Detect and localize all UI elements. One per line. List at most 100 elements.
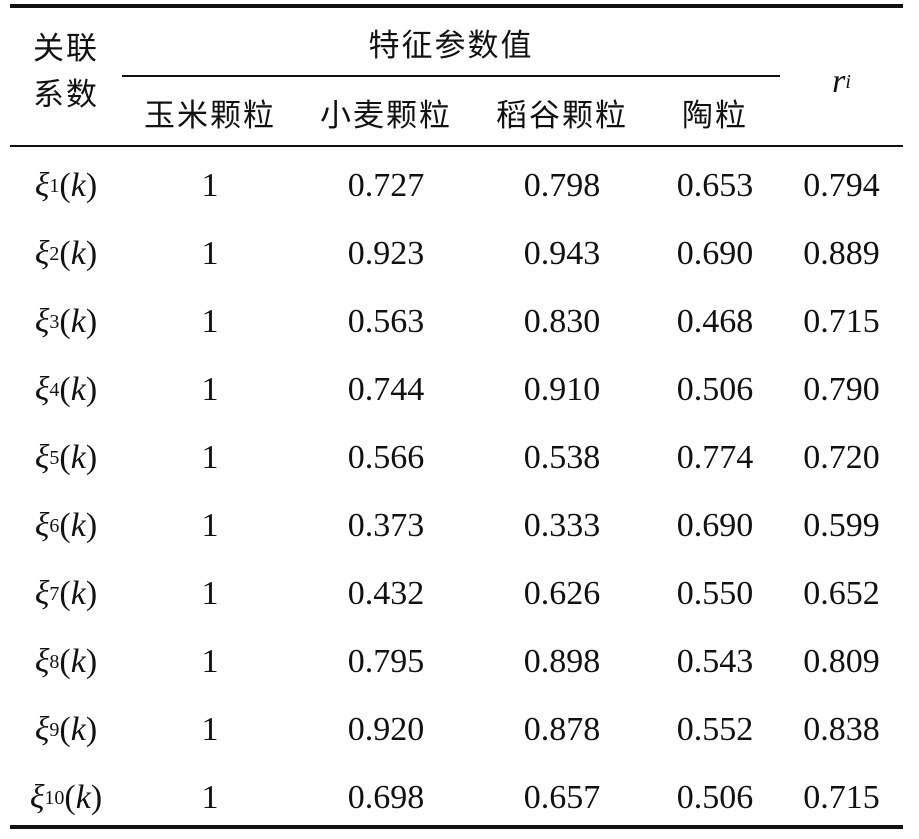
wheat-value: 0.920: [347, 711, 425, 748]
xi-symbol: ξ: [34, 507, 50, 544]
corn-value: 1: [201, 439, 219, 476]
ri-value: 0.599: [803, 507, 880, 544]
rice-value: 0.878: [523, 711, 601, 748]
xi-argument: k: [70, 303, 86, 340]
wheat-value: 0.373: [347, 507, 425, 544]
ri-value: 0.809: [803, 643, 880, 680]
xi-argument: k: [70, 235, 86, 272]
corn-value: 1: [201, 235, 219, 272]
wheat-value: 0.744: [347, 371, 425, 408]
row-label: ξ 2(k): [34, 235, 98, 272]
ceramsite-value: 0.690: [676, 235, 754, 272]
corn-value: 1: [201, 575, 219, 612]
group-underline: [122, 75, 780, 77]
ceramsite-value: 0.552: [676, 711, 754, 748]
rice-value: 0.626: [523, 575, 601, 612]
xi-subscript: 7: [49, 582, 60, 605]
corn-value: 1: [201, 371, 219, 408]
wheat-value: 0.563: [347, 303, 425, 340]
xi-subscript: 4: [49, 378, 60, 401]
row-label: ξ 8(k): [34, 643, 98, 680]
xi-subscript: 5: [49, 446, 60, 469]
ri-value: 0.720: [803, 439, 880, 476]
corn-value: 1: [201, 167, 219, 204]
rice-value: 0.898: [523, 643, 601, 680]
col-header-wheat: 小麦颗粒: [320, 97, 452, 134]
xi-subscript: 9: [49, 718, 60, 741]
xi-symbol: ξ: [29, 779, 45, 816]
rice-value: 0.943: [523, 235, 601, 272]
ceramsite-value: 0.653: [676, 167, 754, 204]
xi-subscript: 3: [49, 310, 60, 333]
ceramsite-value: 0.550: [676, 575, 754, 612]
ceramsite-value: 0.506: [676, 371, 754, 408]
group-title: 特征参数值: [368, 27, 534, 64]
ceramsite-value: 0.543: [676, 643, 754, 680]
xi-symbol: ξ: [34, 235, 50, 272]
xi-symbol: ξ: [34, 303, 50, 340]
ceramsite-value: 0.690: [676, 507, 754, 544]
corn-value: 1: [201, 779, 219, 816]
ceramsite-value: 0.774: [676, 439, 754, 476]
row-label-header: 关联 系数: [10, 22, 122, 122]
xi-argument: k: [75, 779, 91, 816]
rice-value: 0.333: [523, 507, 601, 544]
ri-value: 0.790: [803, 371, 880, 408]
corn-value: 1: [201, 711, 219, 748]
xi-argument: k: [70, 711, 86, 748]
ri-value: 0.652: [803, 575, 880, 612]
corn-value: 1: [201, 303, 219, 340]
wheat-value: 0.698: [347, 779, 425, 816]
xi-argument: k: [70, 439, 86, 476]
xi-argument: k: [70, 643, 86, 680]
xi-argument: k: [70, 575, 86, 612]
xi-subscript: 1: [49, 174, 60, 197]
xi-symbol: ξ: [34, 439, 50, 476]
row-label: ξ 4(k): [34, 371, 98, 408]
rice-value: 0.798: [523, 167, 601, 204]
rice-value: 0.830: [523, 303, 601, 340]
rice-value: 0.657: [523, 779, 601, 816]
ri-value: 0.715: [803, 303, 880, 340]
row-label: ξ 9(k): [34, 711, 98, 748]
top-rule: [10, 4, 903, 8]
row-label: ξ 6(k): [34, 507, 98, 544]
col-header-ceramsite: 陶粒: [682, 97, 748, 134]
wheat-value: 0.727: [347, 167, 425, 204]
wheat-value: 0.923: [347, 235, 425, 272]
xi-subscript: 10: [44, 786, 65, 809]
row-label-line2: 系数: [33, 77, 99, 113]
row-label: ξ 10(k): [29, 779, 103, 816]
ceramsite-value: 0.506: [676, 779, 754, 816]
xi-symbol: ξ: [34, 167, 50, 204]
rice-value: 0.538: [523, 439, 601, 476]
corn-value: 1: [201, 643, 219, 680]
ri-symbol: r: [832, 63, 846, 100]
col-header-corn: 玉米颗粒: [144, 97, 276, 134]
xi-subscript: 2: [49, 242, 60, 265]
row-label: ξ 7(k): [34, 575, 98, 612]
ri-value: 0.794: [803, 167, 880, 204]
xi-subscript: 8: [49, 650, 60, 673]
ri-value: 0.889: [803, 235, 880, 272]
bottom-rule: [10, 825, 903, 829]
wheat-value: 0.566: [347, 439, 425, 476]
xi-symbol: ξ: [34, 711, 50, 748]
row-label-line1: 关联: [33, 31, 99, 67]
ri-value: 0.838: [803, 711, 880, 748]
xi-subscript: 6: [49, 514, 60, 537]
wheat-value: 0.795: [347, 643, 425, 680]
xi-argument: k: [70, 167, 86, 204]
xi-argument: k: [70, 371, 86, 408]
xi-symbol: ξ: [34, 371, 50, 408]
xi-symbol: ξ: [34, 643, 50, 680]
col-header-rice: 稻谷颗粒: [496, 97, 628, 134]
header-rule: [10, 145, 903, 147]
xi-argument: k: [70, 507, 86, 544]
row-label: ξ 1(k): [34, 167, 98, 204]
xi-symbol: ξ: [34, 575, 50, 612]
row-label: ξ 3(k): [34, 303, 98, 340]
rice-value: 0.910: [523, 371, 601, 408]
ri-subscript: i: [845, 70, 851, 93]
